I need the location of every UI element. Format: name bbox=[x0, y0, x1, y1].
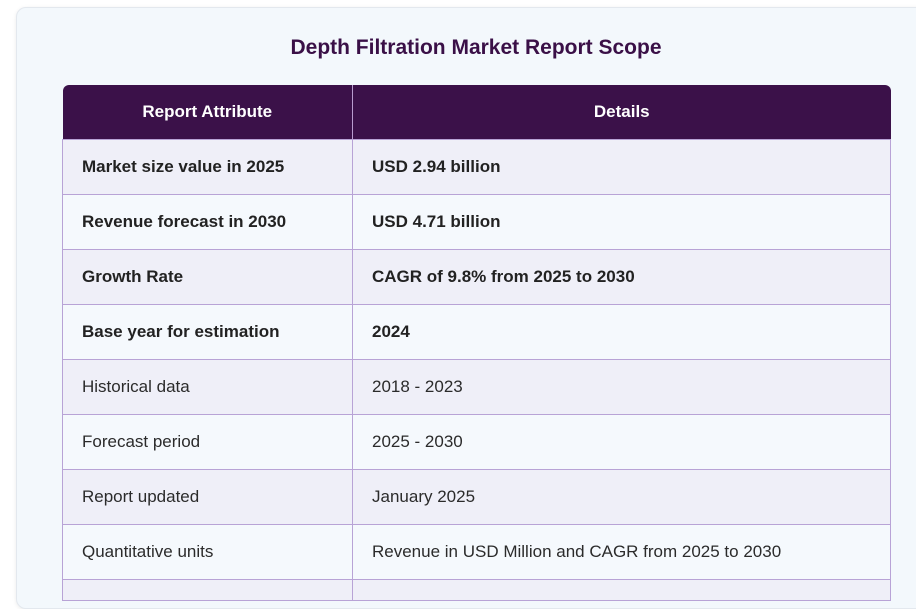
report-scope-table-container: Report Attribute Details Market size val… bbox=[62, 85, 891, 601]
row-attribute: Base year for estimation bbox=[62, 304, 353, 360]
row-attribute: Historical data bbox=[62, 359, 353, 415]
table-row: Base year for estimation 2024 bbox=[62, 304, 891, 360]
table-row: Market size value in 2025 USD 2.94 billi… bbox=[62, 139, 891, 195]
table-row: Growth Rate CAGR of 9.8% from 2025 to 20… bbox=[62, 249, 891, 305]
row-attribute: Revenue forecast in 2030 bbox=[62, 194, 353, 250]
row-details: USD 2.94 billion bbox=[352, 139, 891, 195]
row-attribute: Market size value in 2025 bbox=[62, 139, 353, 195]
row-details: 2025 - 2030 bbox=[352, 414, 891, 470]
table-header-row: Report Attribute Details bbox=[62, 85, 891, 140]
table-row: Revenue forecast in 2030 USD 4.71 billio… bbox=[62, 194, 891, 250]
table-row bbox=[62, 579, 891, 601]
column-header-details: Details bbox=[352, 85, 891, 140]
row-details: USD 4.71 billion bbox=[352, 194, 891, 250]
report-scope-table: Report Attribute Details Market size val… bbox=[62, 85, 891, 601]
row-details: CAGR of 9.8% from 2025 to 2030 bbox=[352, 249, 891, 305]
row-details: 2018 - 2023 bbox=[352, 359, 891, 415]
column-header-attribute: Report Attribute bbox=[62, 85, 353, 140]
row-attribute bbox=[62, 579, 353, 601]
table-row: Forecast period 2025 - 2030 bbox=[62, 414, 891, 470]
row-details: 2024 bbox=[352, 304, 891, 360]
row-details: January 2025 bbox=[352, 469, 891, 525]
table-row: Historical data 2018 - 2023 bbox=[62, 359, 891, 415]
table-row: Report updated January 2025 bbox=[62, 469, 891, 525]
table-row: Quantitative units Revenue in USD Millio… bbox=[62, 524, 891, 580]
row-details bbox=[352, 579, 891, 601]
page-title: Depth Filtration Market Report Scope bbox=[290, 36, 662, 59]
row-attribute: Growth Rate bbox=[62, 249, 353, 305]
row-details: Revenue in USD Million and CAGR from 202… bbox=[352, 524, 891, 580]
row-attribute: Quantitative units bbox=[62, 524, 353, 580]
row-attribute: Report updated bbox=[62, 469, 353, 525]
row-attribute: Forecast period bbox=[62, 414, 353, 470]
